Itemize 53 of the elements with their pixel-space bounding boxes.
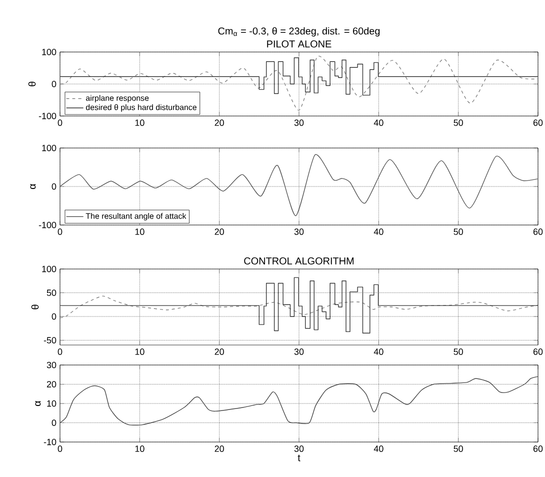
x-tick-label: 30 [294, 446, 304, 452]
x-tick-label: 60 [533, 446, 543, 452]
y-axis-title: α [30, 184, 36, 189]
y-tick-label: -100 [38, 112, 56, 120]
x-tick-label: 10 [135, 446, 144, 452]
y-axis-title: θ [28, 82, 36, 86]
x-tick-label: 50 [454, 120, 463, 126]
y-tick-label: 20 [46, 381, 56, 388]
y-tick-label: 0 [52, 183, 56, 190]
x-tick-label: 60 [533, 348, 543, 355]
y-axis-title: θ [31, 304, 39, 310]
y-tick-label: 0 [52, 313, 56, 320]
x-tick-label: 50 [454, 348, 463, 355]
x-tick-label: 30 [294, 348, 304, 355]
y-tick-label: -50 [44, 337, 56, 344]
x-tick-label: 40 [374, 348, 384, 355]
x-tick-label: 30 [294, 120, 304, 126]
x-tick-label: 10 [135, 120, 144, 126]
x-tick-label: 40 [374, 120, 384, 126]
x-tick-label: 50 [454, 228, 463, 235]
y-tick-label: 0 [52, 80, 56, 88]
x-tick-label: 0 [58, 348, 62, 355]
y-axis-title: α [35, 400, 41, 406]
x-tick-label: 60 [533, 120, 543, 126]
chart-title: CONTROL ALGORITHM [244, 257, 354, 264]
y-tick-label: 30 [46, 362, 56, 368]
x-tick-label: 40 [374, 446, 384, 452]
x-tick-label: 50 [454, 446, 463, 452]
x-tick-label: 10 [135, 228, 144, 235]
line-series [60, 56, 538, 111]
x-tick-label: 20 [214, 348, 224, 355]
y-tick-label: 100 [42, 144, 56, 152]
x-tick-label: 0 [58, 446, 62, 452]
chart-title: Cm$_{α}$ = -0.3, θ = 23deg, dist. = 60deg [218, 27, 380, 36]
x-tick-label: 20 [214, 228, 224, 235]
x-tick-label: 0 [58, 228, 62, 235]
y-tick-label: 0 [52, 420, 56, 426]
x-axis-title: t [298, 454, 300, 462]
x-tick-label: 0 [58, 120, 62, 126]
x-tick-label: 40 [374, 228, 384, 235]
y-tick-label: -10 [44, 438, 56, 446]
x-tick-label: 60 [533, 228, 543, 235]
line-series [60, 376, 538, 426]
y-tick-label: 100 [42, 266, 56, 272]
y-tick-label: 50 [46, 290, 56, 296]
y-tick-label: 10 [47, 400, 56, 407]
y-tick-label: 100 [42, 48, 56, 56]
x-tick-label: 20 [214, 120, 224, 126]
chart-subtitle: PILOT ALONE [267, 40, 332, 48]
x-tick-label: 30 [294, 228, 304, 235]
x-tick-label: 10 [135, 348, 144, 355]
x-tick-label: 20 [214, 446, 224, 452]
y-tick-label: -100 [38, 222, 56, 228]
